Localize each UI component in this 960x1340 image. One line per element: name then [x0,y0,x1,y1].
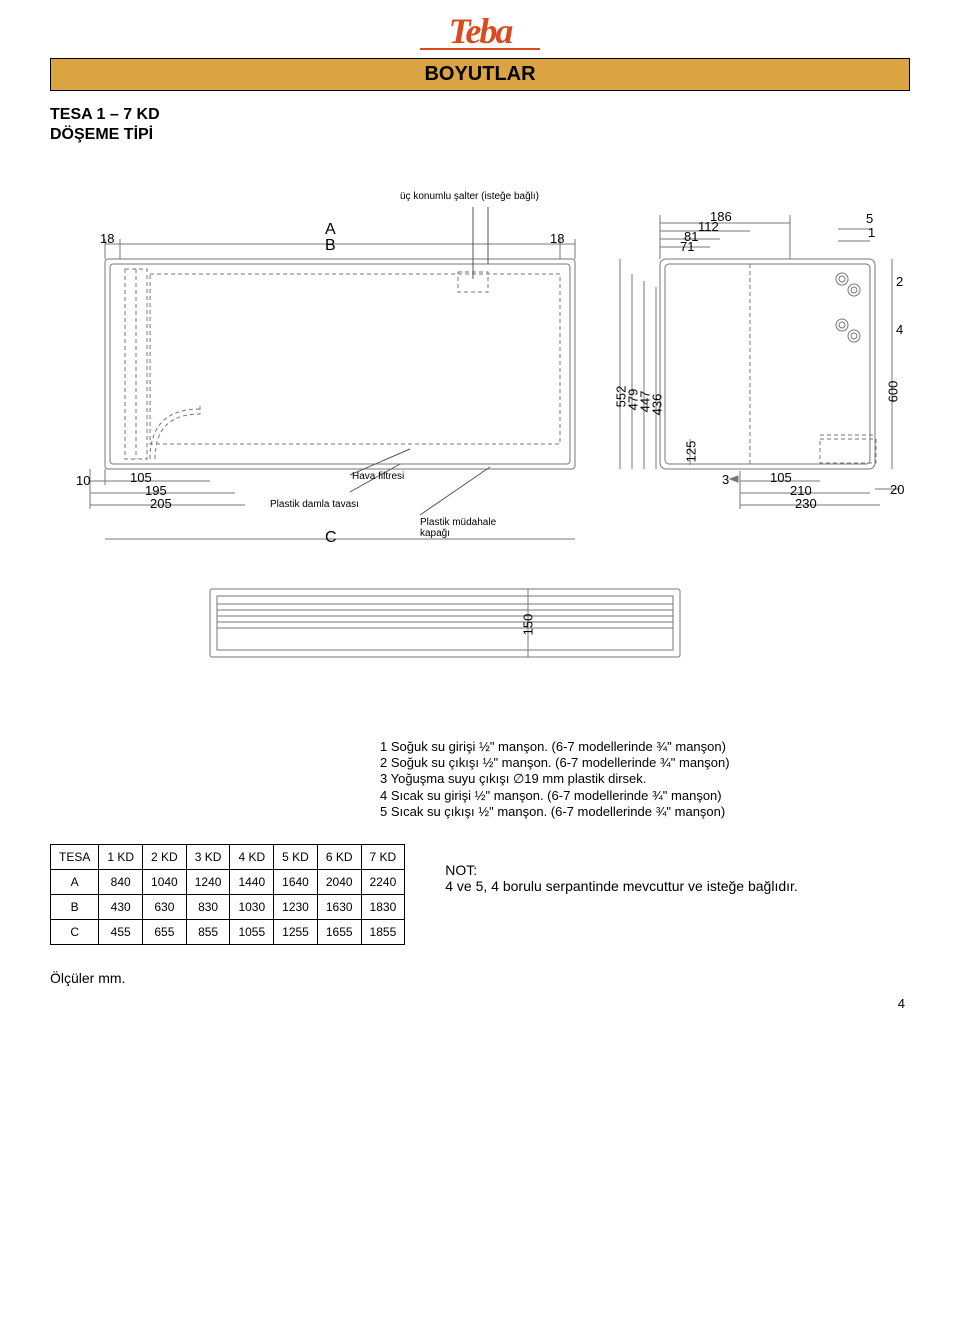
dim-105b: 105 [770,470,792,485]
model-subtitle-2: DÖŞEME TİPİ [50,126,910,144]
note-title: NOT: [445,862,798,878]
td: 1055 [230,920,274,945]
td: 630 [143,895,187,920]
td: 1030 [230,895,274,920]
th-4: 4 KD [230,845,274,870]
dim-3: 3 [722,472,729,487]
dimension-table: TESA 1 KD 2 KD 3 KD 4 KD 5 KD 6 KD 7 KD … [50,844,405,945]
page-number: 4 [898,996,905,1011]
annot-cover: Plastik müdahale kapağı [420,517,496,539]
td: 2240 [361,870,405,895]
dim-C: C [325,529,337,547]
td: 1240 [186,870,230,895]
td: 430 [99,895,143,920]
dim-10: 10 [76,473,90,488]
page-root: Teba BOYUTLAR TESA 1 – 7 KD DÖŞEME TİPİ [0,0,960,1016]
annot-switch: üç konumlu şalter (isteğe bağlı) [400,191,539,202]
table-row: C 455 655 855 1055 1255 1655 1855 [51,920,405,945]
legend-5: 5 Sıcak su çıkışı ½" manşon. (6-7 modell… [380,804,910,819]
th-3: 3 KD [186,845,230,870]
bottom-row: TESA 1 KD 2 KD 3 KD 4 KD 5 KD 6 KD 7 KD … [50,844,910,945]
td: 1440 [230,870,274,895]
table-header-row: TESA 1 KD 2 KD 3 KD 4 KD 5 KD 6 KD 7 KD [51,845,405,870]
dim-150: 150 [520,614,535,636]
td: 1830 [361,895,405,920]
dim-600: 600 [885,381,900,403]
note-body: 4 ve 5, 4 borulu serpantinde mevcuttur v… [445,878,798,894]
dim-205: 205 [150,496,172,511]
td: B [51,895,99,920]
th-6: 6 KD [317,845,361,870]
td: 1855 [361,920,405,945]
legend-4: 4 Sıcak su girişi ½" manşon. (6-7 modell… [380,788,910,803]
title-banner: BOYUTLAR [50,58,910,91]
legend: 1 Soğuk su girişi ½" manşon. (6-7 modell… [380,739,910,819]
td: 1040 [143,870,187,895]
technical-diagram: üç konumlu şalter (isteğe bağlı) Hava fi… [50,159,910,719]
diagram-svg [50,159,910,719]
table-row: B 430 630 830 1030 1230 1630 1830 [51,895,405,920]
td: 855 [186,920,230,945]
th-2: 2 KD [143,845,187,870]
legend-3: 3 Yoğuşma suyu çıkışı ∅19 mm plastik dir… [380,771,910,787]
dim-125: 125 [683,441,698,463]
logo-text: Teba [449,11,512,51]
table-row: A 840 1040 1240 1440 1640 2040 2240 [51,870,405,895]
th-0: TESA [51,845,99,870]
td: 655 [143,920,187,945]
td: 830 [186,895,230,920]
dim-5: 5 [866,211,873,226]
td: 1655 [317,920,361,945]
dim-4: 4 [896,322,903,337]
dim-2: 2 [896,274,903,289]
note-block: NOT: 4 ve 5, 4 borulu serpantinde mevcut… [445,844,798,894]
td: A [51,870,99,895]
dim-230: 230 [795,496,817,511]
model-subtitle-1: TESA 1 – 7 KD [50,106,910,124]
footer-units: Ölçüler mm. [50,970,910,986]
dim-1: 1 [868,225,875,240]
td: 1630 [317,895,361,920]
td: 1230 [274,895,318,920]
td: 1640 [274,870,318,895]
legend-1: 1 Soğuk su girişi ½" manşon. (6-7 modell… [380,739,910,754]
th-7: 7 KD [361,845,405,870]
dim-20: 20 [890,482,904,497]
dim-B: B [325,237,336,255]
logo: Teba [50,10,910,50]
td: C [51,920,99,945]
dim-112: 112 [698,219,719,234]
th-1: 1 KD [99,845,143,870]
dim-18a: 18 [100,231,114,246]
dim-18b: 18 [550,231,564,246]
th-5: 5 KD [274,845,318,870]
td: 1255 [274,920,318,945]
dim-71: 71 [680,239,694,254]
annot-filter: Hava filtresi [352,471,404,482]
td: 455 [99,920,143,945]
td: 840 [99,870,143,895]
annot-tray: Plastik damla tavası [270,499,359,510]
td: 2040 [317,870,361,895]
banner-title: BOYUTLAR [424,63,535,85]
dim-436: 436 [649,394,664,416]
legend-2: 2 Soğuk su çıkışı ½" manşon. (6-7 modell… [380,755,910,770]
